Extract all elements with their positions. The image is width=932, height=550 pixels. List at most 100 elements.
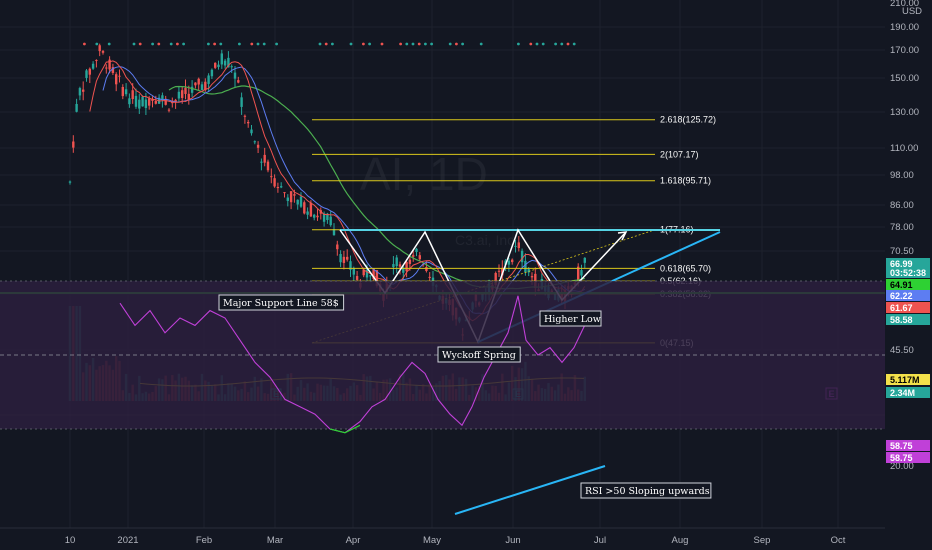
rsi-tag-0: 58.75 [890,441,913,451]
price-tag-bg-4 [886,314,930,325]
time-tick-3: Mar [267,535,283,546]
candle-body-39 [197,78,200,85]
time-tick-0: 10 [65,535,76,546]
time-tick-7: Jul [594,535,606,546]
wyckoff-spring-annotation: Wyckoff Spring [442,350,516,361]
higher-low-annotation-box [539,310,602,327]
time-tick-6: Jun [505,535,520,546]
candle-body-12 [108,59,111,70]
candle-body-35 [184,87,187,94]
signal-dot [417,42,421,46]
candle-body-50 [233,72,237,79]
candle-body-0 [68,181,72,183]
price-tag-bg-3 [886,302,930,313]
candle-body-140 [530,276,534,278]
signal-dot [213,42,217,46]
candle-body-15 [118,75,121,77]
price-tick-1: 170.00 [890,45,919,56]
signal-dot [262,42,266,46]
candle-body-2 [75,103,78,112]
signal-dot [324,42,328,46]
signal-dot [572,42,576,46]
candle-body-42 [207,75,210,84]
candle-body-28 [161,95,164,100]
candle-body-66 [286,197,289,201]
price-tag-bg-5 [886,374,930,385]
rsi-tag-1: 58.75 [890,453,913,463]
signal-dot [362,42,365,46]
signal-dot [151,42,155,46]
candle-body-49 [230,66,233,68]
currency-label: USD [902,6,922,17]
candle-body-4 [82,89,85,92]
signal-dot [169,42,173,46]
candle-body-92 [372,268,375,279]
candle-body-67 [289,191,293,203]
support-annotation-box [218,294,345,311]
candle-body-85 [349,261,352,270]
rsi-tag-bg-1 [886,452,930,463]
signal-dot [529,42,533,46]
price-tick-8: 70.50 [890,246,914,257]
time-axis[interactable]: 10 2021 Feb Mar Apr May Jun Jul Aug Sep Oct [0,527,885,546]
time-tick-5: May [423,535,441,546]
candle-body-19 [131,90,134,100]
signal-dot [318,42,322,46]
signal-dot [238,42,241,46]
candle-body-13 [111,67,115,73]
higher-low-annotation: Higher Low [544,314,601,325]
candle-body-73 [309,202,313,217]
signal-dot [83,42,86,46]
candle-body-69 [296,199,299,205]
candle-body-83 [342,256,346,263]
candle-body-62 [273,178,276,187]
wyckoff-spring-annotation-box [437,346,521,363]
candle-body-75 [316,215,319,218]
candle-body-90 [365,269,369,278]
candle-body-7 [91,63,95,69]
candle-body-41 [204,81,207,91]
price-tick-3: 130.00 [890,107,919,118]
candle-body-55 [250,129,253,134]
candle-body-17 [124,89,128,95]
signal-dot [399,42,402,46]
candle-body-54 [247,122,250,124]
annotations: Major Support Line 58$ Higher Low Wyckoff … [218,294,712,499]
candle-body-138 [524,260,527,273]
signal-dot [349,42,353,46]
symbol-watermark: AI, 1D [360,148,488,200]
candle-body-6 [88,68,91,75]
candle-body-65 [283,192,286,194]
candle-body-63 [276,187,280,189]
candle-body-78 [326,213,329,221]
candle-body-10 [101,51,105,53]
candle-body-129 [494,272,497,285]
candle-body-70 [299,196,303,207]
rsi-annotation-box [580,482,712,499]
time-tick-8: Aug [672,535,689,546]
signal-dot [461,42,464,46]
price-tag-6: 2.34M [890,388,915,398]
candle-body-51 [237,80,240,83]
candle-body-26 [154,101,157,104]
candle-body-87 [355,276,359,280]
candle-body-100 [398,264,402,267]
signal-dot [566,42,570,46]
candle-body-103 [408,259,412,264]
price-tick-top: 210.00 [890,0,919,9]
candle-body-68 [293,194,296,196]
signal-dot [405,42,409,46]
price-tick-0: 190.00 [890,22,919,33]
signal-dot [560,42,564,46]
candle-body-3 [78,88,82,96]
candle-body-108 [425,267,428,272]
candle-body-24 [148,98,151,106]
fib-label-4: 0.618(65.70) [660,263,711,273]
signal-dot [554,42,557,46]
price-tag-bg-0 [886,258,930,278]
fib-label-1: 2(107.17) [660,149,699,159]
candle-body-136 [517,242,520,249]
signal-dot [535,42,539,46]
time-tick-1: 2021 [117,535,138,546]
